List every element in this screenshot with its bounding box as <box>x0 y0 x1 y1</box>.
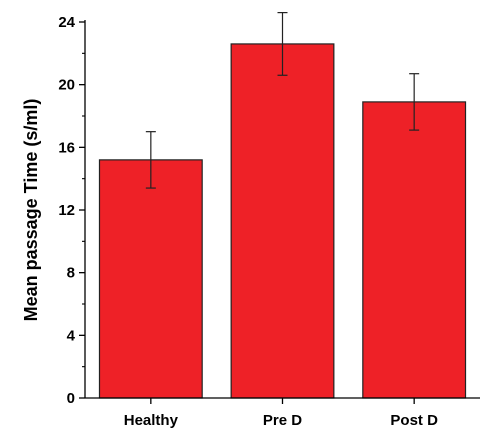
bar-healthy <box>98 159 203 399</box>
x-tick-label: Healthy <box>124 412 179 429</box>
y-tick-label: 20 <box>58 77 75 94</box>
y-tick-label: 4 <box>67 327 76 344</box>
y-ticks: 0 4 8 12 16 20 24 <box>58 14 85 407</box>
y-tick-label: 16 <box>58 139 75 156</box>
y-tick-label: 8 <box>67 265 75 282</box>
bar-pre-d <box>230 43 335 399</box>
y-tick-label: 12 <box>58 202 75 219</box>
x-tick-label: Post D <box>390 412 438 429</box>
bars-layer <box>98 11 467 399</box>
y-tick-label: 0 <box>67 390 75 407</box>
x-tick-label: Pre D <box>263 412 302 429</box>
y-axis-title: Mean passage Time (s/ml) <box>21 99 41 322</box>
y-tick-label: 24 <box>58 14 75 31</box>
bar-post-d <box>362 101 467 399</box>
x-ticks: Healthy Pre D Post D <box>124 398 438 429</box>
